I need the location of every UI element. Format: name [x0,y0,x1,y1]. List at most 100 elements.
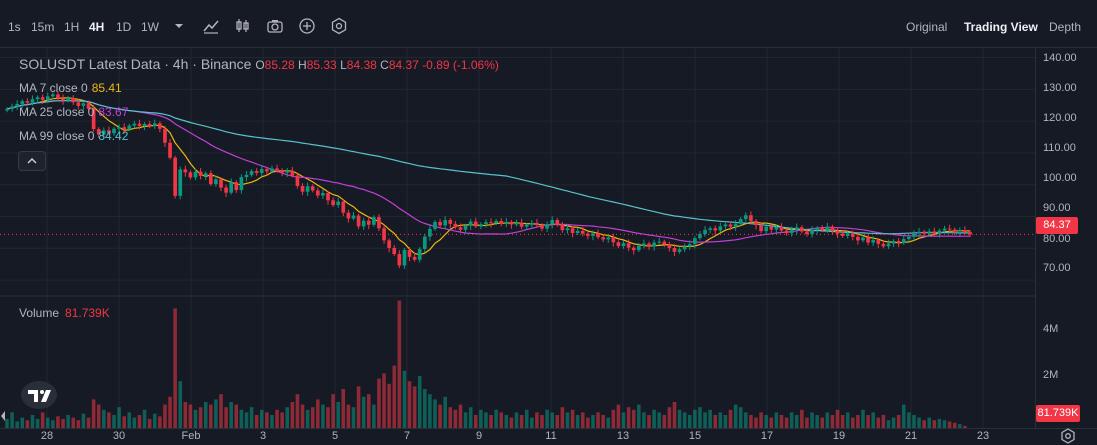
volume-bar [377,378,381,428]
volume-bar [861,409,865,428]
candle-body [876,240,881,244]
timeframe-15m[interactable]: 15m [31,20,55,34]
collapse-legend-button[interactable] [18,151,46,171]
candle-body [433,221,437,229]
volume-bar [341,389,346,428]
volume-bar [560,407,565,428]
candle-body [346,212,351,219]
candle-body [351,215,356,219]
volume-bar [601,415,605,428]
timeframe-4h[interactable]: 4H [89,20,105,34]
candlestick-chart[interactable] [0,48,1035,428]
candle-body [907,236,911,240]
scroll-left-icon[interactable] [0,410,6,422]
tab-depth[interactable]: Depth [1049,20,1082,34]
candle-body [321,192,325,196]
volume-bar [545,409,549,428]
volume-bar [168,396,172,428]
price-tick: 80.00 [1043,233,1071,245]
candle-body [529,222,534,225]
candle-body [56,94,60,99]
timeframe-1w[interactable]: 1W [141,20,159,34]
camera-icon[interactable] [266,17,284,35]
ma7-line [6,97,971,256]
volume-tick: 2M [1043,369,1059,381]
volume-bar [764,415,768,428]
volume-bar [616,404,621,428]
candle-body [422,236,427,249]
ma99-legend[interactable]: MA 99 close 0 84.42 [19,129,128,143]
candle-body [749,215,753,221]
timeframe-1s[interactable]: 1s [8,20,21,34]
volume-bar [468,407,473,428]
ma7-legend[interactable]: MA 7 close 0 85.41 [19,81,122,95]
candle-body [845,233,850,236]
ma25-legend[interactable]: MA 25 close 0 83.67 [19,105,128,119]
candle-body [117,127,121,129]
candle-body [412,256,417,260]
ma25-value: 83.67 [98,105,129,119]
volume-bar [881,415,886,428]
timeframe-1d[interactable]: 1D [116,20,132,34]
plus-circle-icon[interactable] [298,17,316,35]
candle-body [570,228,575,234]
candle-body [555,220,560,225]
candle-body [341,201,346,213]
candle-body [509,221,514,225]
candle-body [667,244,672,248]
candle-body [479,224,483,227]
current-price-badge: 84.37 [1036,217,1078,234]
chart-type-icon[interactable] [234,17,252,35]
candle-body [912,233,916,237]
volume-bar [575,415,580,428]
time-axis[interactable] [0,428,1097,445]
candle-body [35,97,40,100]
volume-bar [96,404,101,428]
volume-bar [754,417,758,428]
candle-body [463,225,468,230]
volume-bar [749,415,753,428]
time-tick: 28 [40,430,54,442]
chevron-down-icon[interactable] [170,17,188,35]
volume-bar [657,412,661,428]
candle-body [682,246,687,250]
candle-body [779,227,784,231]
volume-bar [193,409,198,428]
volume-bar [25,420,30,428]
volume-bar [713,415,718,428]
time-tick: 30 [112,430,126,442]
volume-bar [479,409,483,428]
tab-trading-view[interactable]: Trading View [964,20,1038,34]
open-label: O [255,58,265,72]
price-tick: 70.00 [1043,262,1071,274]
tab-original[interactable]: Original [906,20,948,34]
volume-bar [565,412,570,428]
volume-bar [15,421,19,428]
candle-body [952,229,957,232]
volume-bar [305,409,310,428]
candle-body [101,130,106,135]
volume-bar [224,407,228,428]
candle-body [315,190,320,196]
indicators-icon[interactable] [202,17,220,35]
volume-bar [407,381,412,428]
candle-body [636,245,641,251]
volume-bar [677,409,682,428]
timeframe-1h[interactable]: 1H [64,20,80,34]
volume-bar [845,412,850,428]
gear-icon[interactable] [1060,428,1076,444]
volume-bar [789,412,794,428]
candle-body [163,128,167,143]
candle-body [703,229,707,234]
volume-bar [336,402,340,428]
candle-body [698,234,702,239]
volume-bar [458,404,463,428]
settings-hex-icon[interactable] [330,17,348,35]
candle-body [621,243,626,247]
price-axis[interactable] [1035,48,1097,428]
volume-bar [5,418,9,428]
candle-body [107,130,111,134]
price-tick: 110.00 [1043,142,1076,154]
candle-body [438,221,442,226]
candle-body [183,169,188,173]
